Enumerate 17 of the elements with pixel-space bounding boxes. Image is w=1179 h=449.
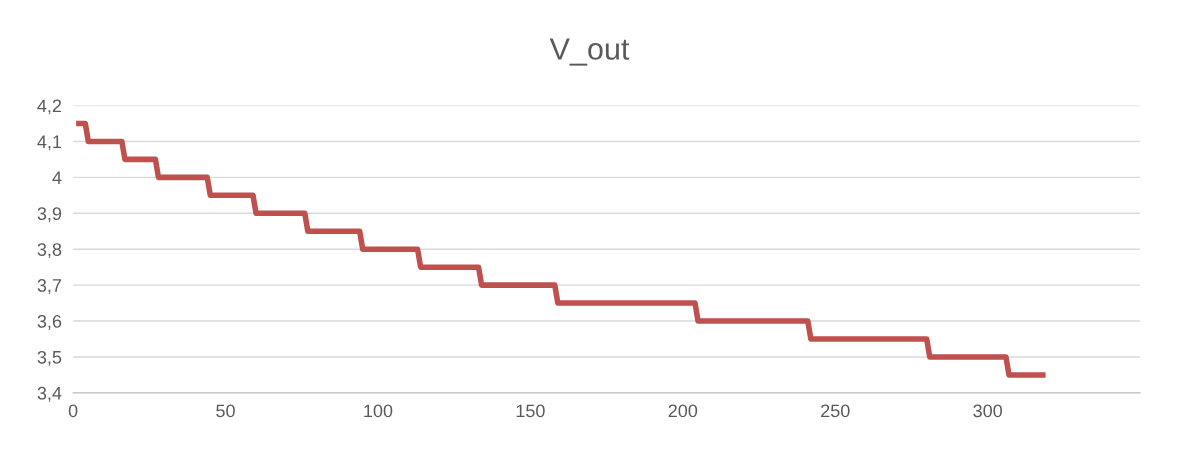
x-tick-label: 150 <box>516 404 545 418</box>
x-tick-label: 200 <box>668 404 698 418</box>
x-tick-label: 100 <box>364 404 393 418</box>
y-tick-label: 3,5 <box>37 350 62 366</box>
x-tick-label: 50 <box>216 404 235 418</box>
y-tick-label: 4,2 <box>37 99 62 115</box>
chart-title: V_out <box>549 38 630 66</box>
y-tick-label: 3,8 <box>37 243 62 259</box>
y-tick-label: 3,6 <box>37 314 62 330</box>
y-tick-label: 3,9 <box>37 207 62 223</box>
y-tick-label: 4,1 <box>37 135 62 151</box>
x-tick-label: 250 <box>821 404 850 418</box>
x-tick-label: 0 <box>68 404 78 418</box>
y-tick-label: 3,7 <box>37 279 62 294</box>
x-tick-label: 300 <box>973 404 1003 418</box>
y-tick-label: 4 <box>52 171 62 184</box>
y-tick-label: 3,4 <box>37 386 62 402</box>
